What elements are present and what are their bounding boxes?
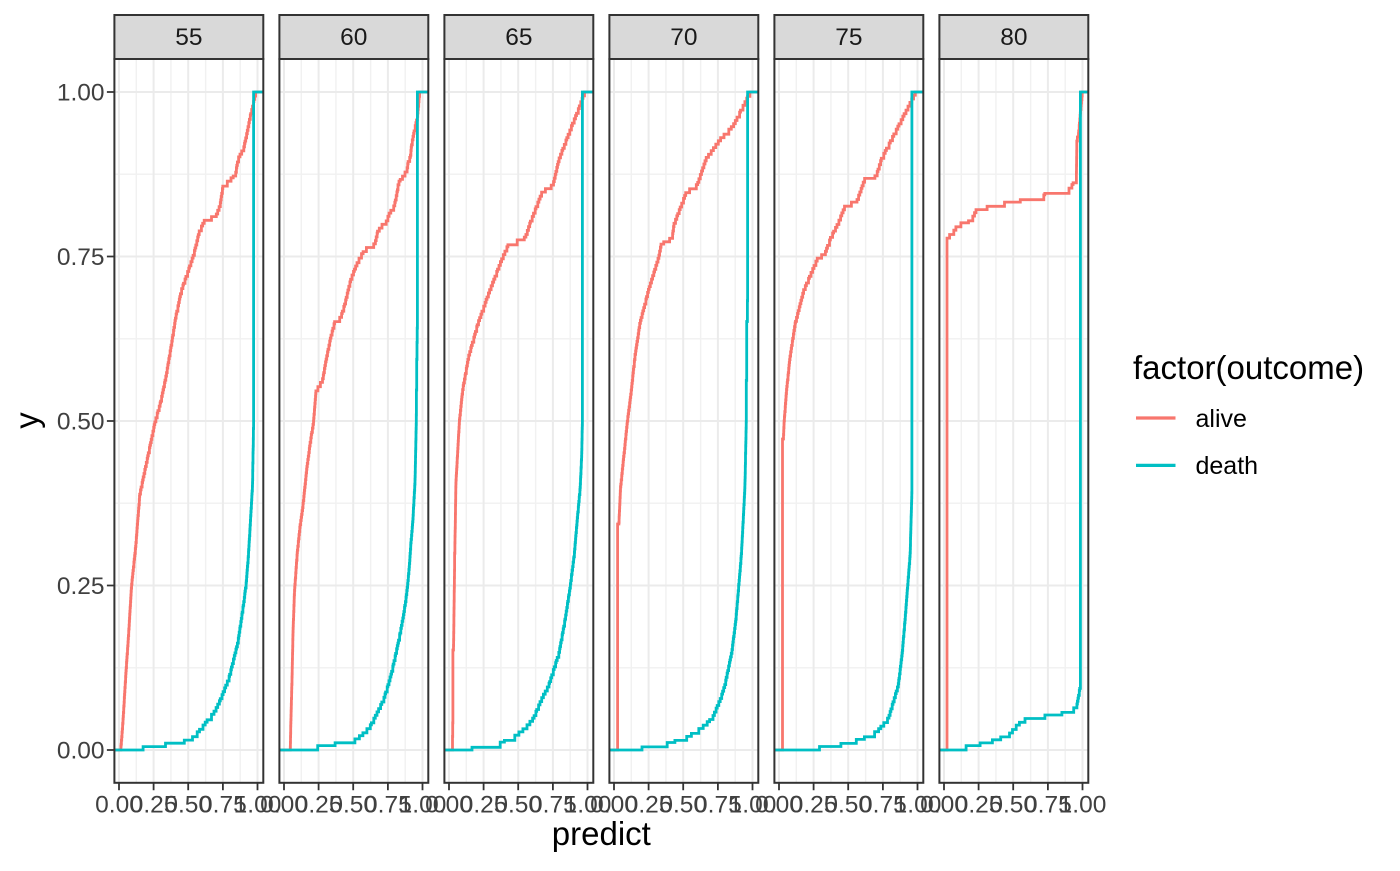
svg-text:0.50: 0.50 — [989, 791, 1037, 818]
svg-text:0.75: 0.75 — [1024, 791, 1072, 818]
svg-text:1.00: 1.00 — [729, 791, 777, 818]
svg-text:70: 70 — [670, 24, 697, 51]
svg-text:1.00: 1.00 — [399, 791, 447, 818]
svg-text:0.25: 0.25 — [460, 791, 508, 818]
svg-text:1.00: 1.00 — [234, 791, 282, 818]
svg-text:1.00: 1.00 — [1059, 791, 1107, 818]
svg-text:0.25: 0.25 — [790, 791, 838, 818]
svg-text:55: 55 — [175, 24, 202, 51]
svg-text:0.50: 0.50 — [824, 791, 872, 818]
svg-text:0.50: 0.50 — [164, 791, 212, 818]
svg-text:0.75: 0.75 — [57, 244, 105, 271]
svg-text:60: 60 — [340, 24, 367, 51]
svg-text:0.25: 0.25 — [130, 791, 178, 818]
svg-text:0.75: 0.75 — [364, 791, 412, 818]
svg-text:1.00: 1.00 — [57, 79, 105, 106]
svg-text:0.25: 0.25 — [57, 573, 105, 600]
svg-text:0.00: 0.00 — [920, 791, 968, 818]
svg-text:0.00: 0.00 — [425, 791, 473, 818]
svg-text:80: 80 — [1000, 24, 1027, 51]
svg-text:0.50: 0.50 — [57, 408, 105, 435]
svg-text:y: y — [8, 412, 45, 429]
svg-text:0.25: 0.25 — [295, 791, 343, 818]
svg-text:0.00: 0.00 — [755, 791, 803, 818]
svg-text:1.00: 1.00 — [564, 791, 612, 818]
svg-text:0.75: 0.75 — [529, 791, 577, 818]
svg-text:death: death — [1196, 452, 1259, 480]
svg-text:0.75: 0.75 — [199, 791, 247, 818]
svg-text:0.00: 0.00 — [57, 737, 105, 764]
svg-text:alive: alive — [1196, 405, 1247, 433]
svg-text:0.25: 0.25 — [955, 791, 1003, 818]
svg-text:0.50: 0.50 — [329, 791, 377, 818]
svg-text:1.00: 1.00 — [894, 791, 942, 818]
svg-text:0.75: 0.75 — [859, 791, 907, 818]
svg-text:75: 75 — [835, 24, 862, 51]
svg-text:0.00: 0.00 — [95, 791, 143, 818]
svg-text:0.00: 0.00 — [260, 791, 308, 818]
svg-text:65: 65 — [505, 24, 532, 51]
svg-text:factor(outcome): factor(outcome) — [1133, 349, 1364, 386]
svg-text:0.25: 0.25 — [625, 791, 673, 818]
svg-text:0.50: 0.50 — [494, 791, 542, 818]
svg-text:0.00: 0.00 — [590, 791, 638, 818]
svg-text:predict: predict — [552, 815, 651, 852]
svg-text:0.75: 0.75 — [694, 791, 742, 818]
svg-text:0.50: 0.50 — [659, 791, 707, 818]
